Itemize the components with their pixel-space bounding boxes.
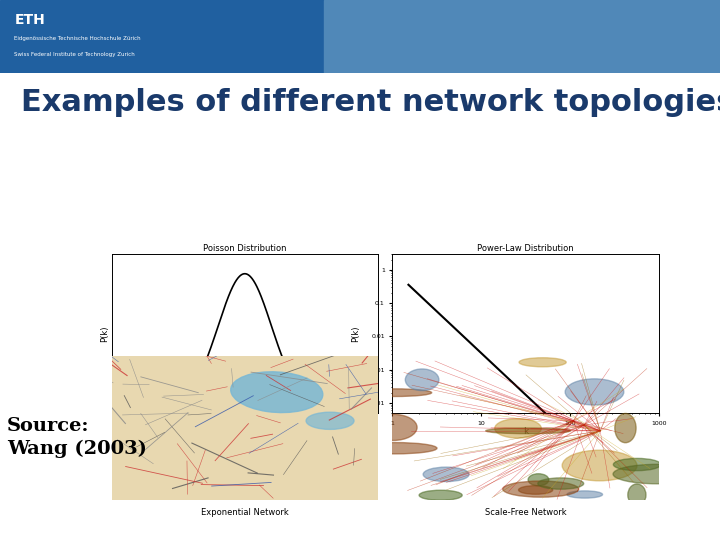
Ellipse shape (628, 484, 646, 506)
Y-axis label: P(k): P(k) (100, 325, 109, 342)
Text: <k>: <k> (240, 370, 258, 379)
Text: Scale-Free Network: Scale-Free Network (485, 508, 567, 517)
Ellipse shape (562, 450, 637, 481)
Title: Power-Law Distribution: Power-Law Distribution (477, 244, 574, 253)
Ellipse shape (353, 443, 437, 454)
Ellipse shape (613, 464, 701, 484)
Ellipse shape (528, 474, 549, 486)
Ellipse shape (503, 481, 579, 497)
Text: ETH: ETH (14, 13, 45, 27)
Text: Source:
Wang (2003): Source: Wang (2003) (7, 417, 147, 458)
X-axis label: k: k (242, 415, 248, 423)
Ellipse shape (486, 428, 570, 434)
Bar (324, 0, 720, 73)
Text: 8: 8 (692, 521, 698, 531)
Ellipse shape (538, 478, 584, 489)
Ellipse shape (423, 467, 469, 482)
Ellipse shape (230, 372, 323, 413)
Ellipse shape (615, 414, 636, 443)
X-axis label: k: k (523, 427, 528, 436)
Text: 2012-11-05: 2012-11-05 (14, 521, 71, 531)
Ellipse shape (613, 458, 661, 471)
Y-axis label: P(k): P(k) (351, 325, 361, 342)
Text: K. Donnay & S. Balletti  /  kdonnay@ethz.ch   sballetti@ethz.ch: K. Donnay & S. Balletti / kdonnay@ethz.c… (163, 521, 471, 531)
Ellipse shape (519, 358, 566, 367)
Ellipse shape (358, 389, 432, 396)
Ellipse shape (405, 369, 439, 390)
Text: Eidgenössische Technische Hochschule Zürich: Eidgenössische Technische Hochschule Zür… (14, 36, 141, 42)
Ellipse shape (518, 485, 553, 494)
Text: Exponential Network: Exponential Network (201, 508, 289, 517)
Text: Examples of different network topologies: Examples of different network topologies (22, 88, 720, 117)
Ellipse shape (306, 412, 354, 429)
Bar (0, 0, 324, 73)
Ellipse shape (369, 414, 417, 441)
Ellipse shape (419, 490, 462, 500)
Ellipse shape (567, 491, 603, 498)
Text: Swiss Federal Institute of Technology Zurich: Swiss Federal Institute of Technology Zu… (14, 52, 135, 57)
Title: Poisson Distribution: Poisson Distribution (203, 244, 287, 253)
Ellipse shape (565, 379, 624, 405)
Ellipse shape (495, 418, 541, 438)
